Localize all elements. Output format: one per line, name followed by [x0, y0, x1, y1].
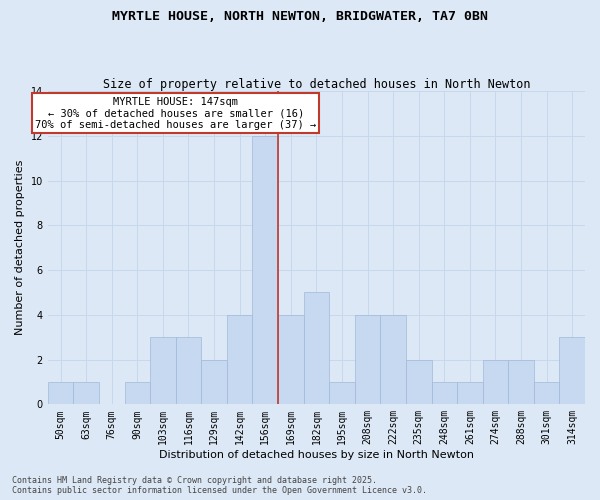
- Bar: [457, 382, 482, 404]
- Bar: [48, 382, 73, 404]
- Bar: [278, 315, 304, 404]
- Bar: [380, 315, 406, 404]
- Bar: [227, 315, 253, 404]
- Bar: [304, 292, 329, 405]
- Text: MYRTLE HOUSE, NORTH NEWTON, BRIDGWATER, TA7 0BN: MYRTLE HOUSE, NORTH NEWTON, BRIDGWATER, …: [112, 10, 488, 23]
- X-axis label: Distribution of detached houses by size in North Newton: Distribution of detached houses by size …: [159, 450, 474, 460]
- Text: MYRTLE HOUSE: 147sqm
← 30% of detached houses are smaller (16)
70% of semi-detac: MYRTLE HOUSE: 147sqm ← 30% of detached h…: [35, 96, 316, 130]
- Bar: [201, 360, 227, 405]
- Bar: [508, 360, 534, 405]
- Bar: [329, 382, 355, 404]
- Bar: [406, 360, 431, 405]
- Bar: [559, 337, 585, 404]
- Y-axis label: Number of detached properties: Number of detached properties: [15, 160, 25, 336]
- Bar: [534, 382, 559, 404]
- Bar: [125, 382, 150, 404]
- Bar: [176, 337, 201, 404]
- Bar: [253, 136, 278, 404]
- Title: Size of property relative to detached houses in North Newton: Size of property relative to detached ho…: [103, 78, 530, 91]
- Text: Contains HM Land Registry data © Crown copyright and database right 2025.
Contai: Contains HM Land Registry data © Crown c…: [12, 476, 427, 495]
- Bar: [355, 315, 380, 404]
- Bar: [482, 360, 508, 405]
- Bar: [431, 382, 457, 404]
- Bar: [73, 382, 99, 404]
- Bar: [150, 337, 176, 404]
